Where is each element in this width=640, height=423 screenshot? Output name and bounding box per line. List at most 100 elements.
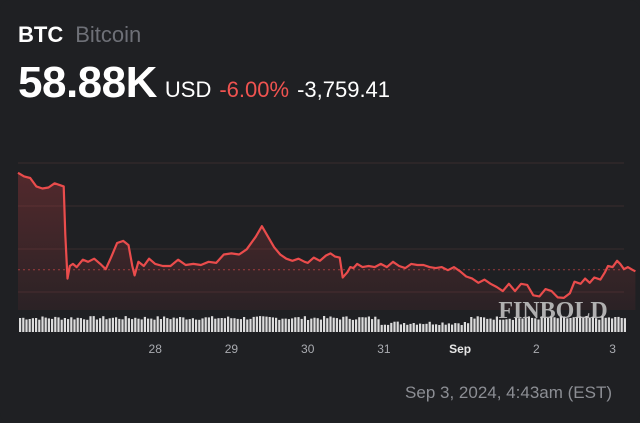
- volume-bar: [265, 316, 268, 332]
- volume-bar: [188, 319, 191, 332]
- volume-bar: [623, 318, 626, 332]
- volume-bar: [271, 317, 274, 332]
- volume-bar: [451, 324, 454, 332]
- volume-bar: [575, 316, 578, 332]
- x-tick-label: Sep: [449, 342, 471, 356]
- volume-bar: [358, 317, 361, 332]
- volume-bar: [387, 324, 390, 332]
- volume-bar: [444, 324, 447, 332]
- volume-bar: [595, 318, 598, 332]
- volume-bar: [476, 316, 479, 332]
- volume-bar: [323, 316, 326, 332]
- volume-bar: [111, 317, 114, 332]
- volume-bar: [579, 316, 582, 332]
- volume-bar: [319, 319, 322, 332]
- volume-bar: [396, 321, 399, 332]
- currency-label: USD: [164, 77, 212, 102]
- volume-bar: [262, 316, 265, 332]
- volume-bar: [492, 319, 495, 332]
- volume-bar: [502, 319, 505, 332]
- volume-bar: [57, 317, 60, 332]
- volume-bar: [364, 317, 367, 332]
- volume-bar: [156, 316, 159, 332]
- change-percent: -6.00%: [219, 77, 290, 102]
- volume-bar: [406, 324, 409, 332]
- volume-bar: [147, 318, 150, 332]
- volume-bar: [467, 323, 470, 332]
- asset-name: Bitcoin: [75, 22, 142, 47]
- volume-bar: [227, 316, 230, 332]
- volume-bar: [463, 322, 466, 332]
- x-tick-label: 29: [225, 342, 239, 356]
- volume-bar: [553, 317, 556, 332]
- volume-bar: [150, 318, 153, 332]
- volume-bar: [214, 318, 217, 332]
- volume-bar: [531, 317, 534, 332]
- volume-bar: [515, 317, 518, 332]
- volume-bar: [67, 319, 70, 332]
- volume-bar: [159, 319, 162, 332]
- volume-bar: [489, 318, 492, 332]
- volume-bar: [191, 318, 194, 332]
- volume-bar: [31, 318, 34, 332]
- volume-bar: [342, 316, 345, 332]
- volume-bar: [582, 317, 585, 332]
- volume-bar: [425, 323, 428, 332]
- price-area: [18, 172, 636, 310]
- volume-bar: [124, 316, 127, 332]
- volume-bar: [335, 318, 338, 332]
- volume-bar: [550, 316, 553, 332]
- volume-bar: [47, 318, 50, 332]
- volume-bar: [211, 316, 214, 332]
- watermark: FINBOLD: [498, 298, 607, 324]
- volume-bar: [367, 316, 370, 332]
- volume-bar: [236, 318, 239, 332]
- volume-bar: [79, 318, 82, 332]
- volume-bar: [92, 316, 95, 332]
- volume-bar: [115, 317, 118, 332]
- volume-bar: [230, 318, 233, 332]
- volume-bar: [438, 325, 441, 332]
- volume-bar: [28, 319, 31, 332]
- volume-bar: [572, 317, 575, 332]
- volume-bar: [431, 324, 434, 332]
- volume-bar: [166, 318, 169, 332]
- volume-bar: [169, 319, 172, 332]
- volume-bar: [300, 318, 303, 332]
- volume-bar: [607, 317, 610, 332]
- volume-bar: [393, 321, 396, 332]
- volume-bar: [614, 317, 617, 332]
- volume-bar: [355, 319, 358, 332]
- x-tick-label: 28: [149, 342, 163, 356]
- volume-bar: [380, 324, 383, 332]
- volume-bar: [543, 317, 546, 332]
- volume-bar: [316, 318, 319, 332]
- volume-bar: [284, 318, 287, 332]
- price-row: 58.88K USD -6.00% -3,759.41: [18, 58, 390, 108]
- volume-bar: [294, 317, 297, 332]
- volume-bar: [268, 317, 271, 332]
- volume-bar: [121, 319, 124, 332]
- volume-bar: [163, 316, 166, 332]
- volume-bars: [19, 316, 626, 332]
- volume-bar: [255, 316, 258, 332]
- volume-bar: [390, 322, 393, 332]
- volume-bar: [143, 316, 146, 332]
- volume-bar: [348, 318, 351, 332]
- volume-bar: [441, 322, 444, 332]
- volume-bar: [566, 318, 569, 332]
- volume-bar: [611, 318, 614, 332]
- volume-bar: [620, 318, 623, 332]
- volume-bar: [591, 316, 594, 332]
- volume-bar: [604, 317, 607, 332]
- volume-bar: [454, 323, 457, 332]
- volume-bar: [22, 317, 25, 332]
- volume-bar: [329, 316, 332, 332]
- volume-bar: [585, 316, 588, 332]
- volume-bar: [428, 321, 431, 332]
- volume-bar: [239, 319, 242, 332]
- volume-bar: [137, 318, 140, 332]
- volume-bar: [297, 317, 300, 332]
